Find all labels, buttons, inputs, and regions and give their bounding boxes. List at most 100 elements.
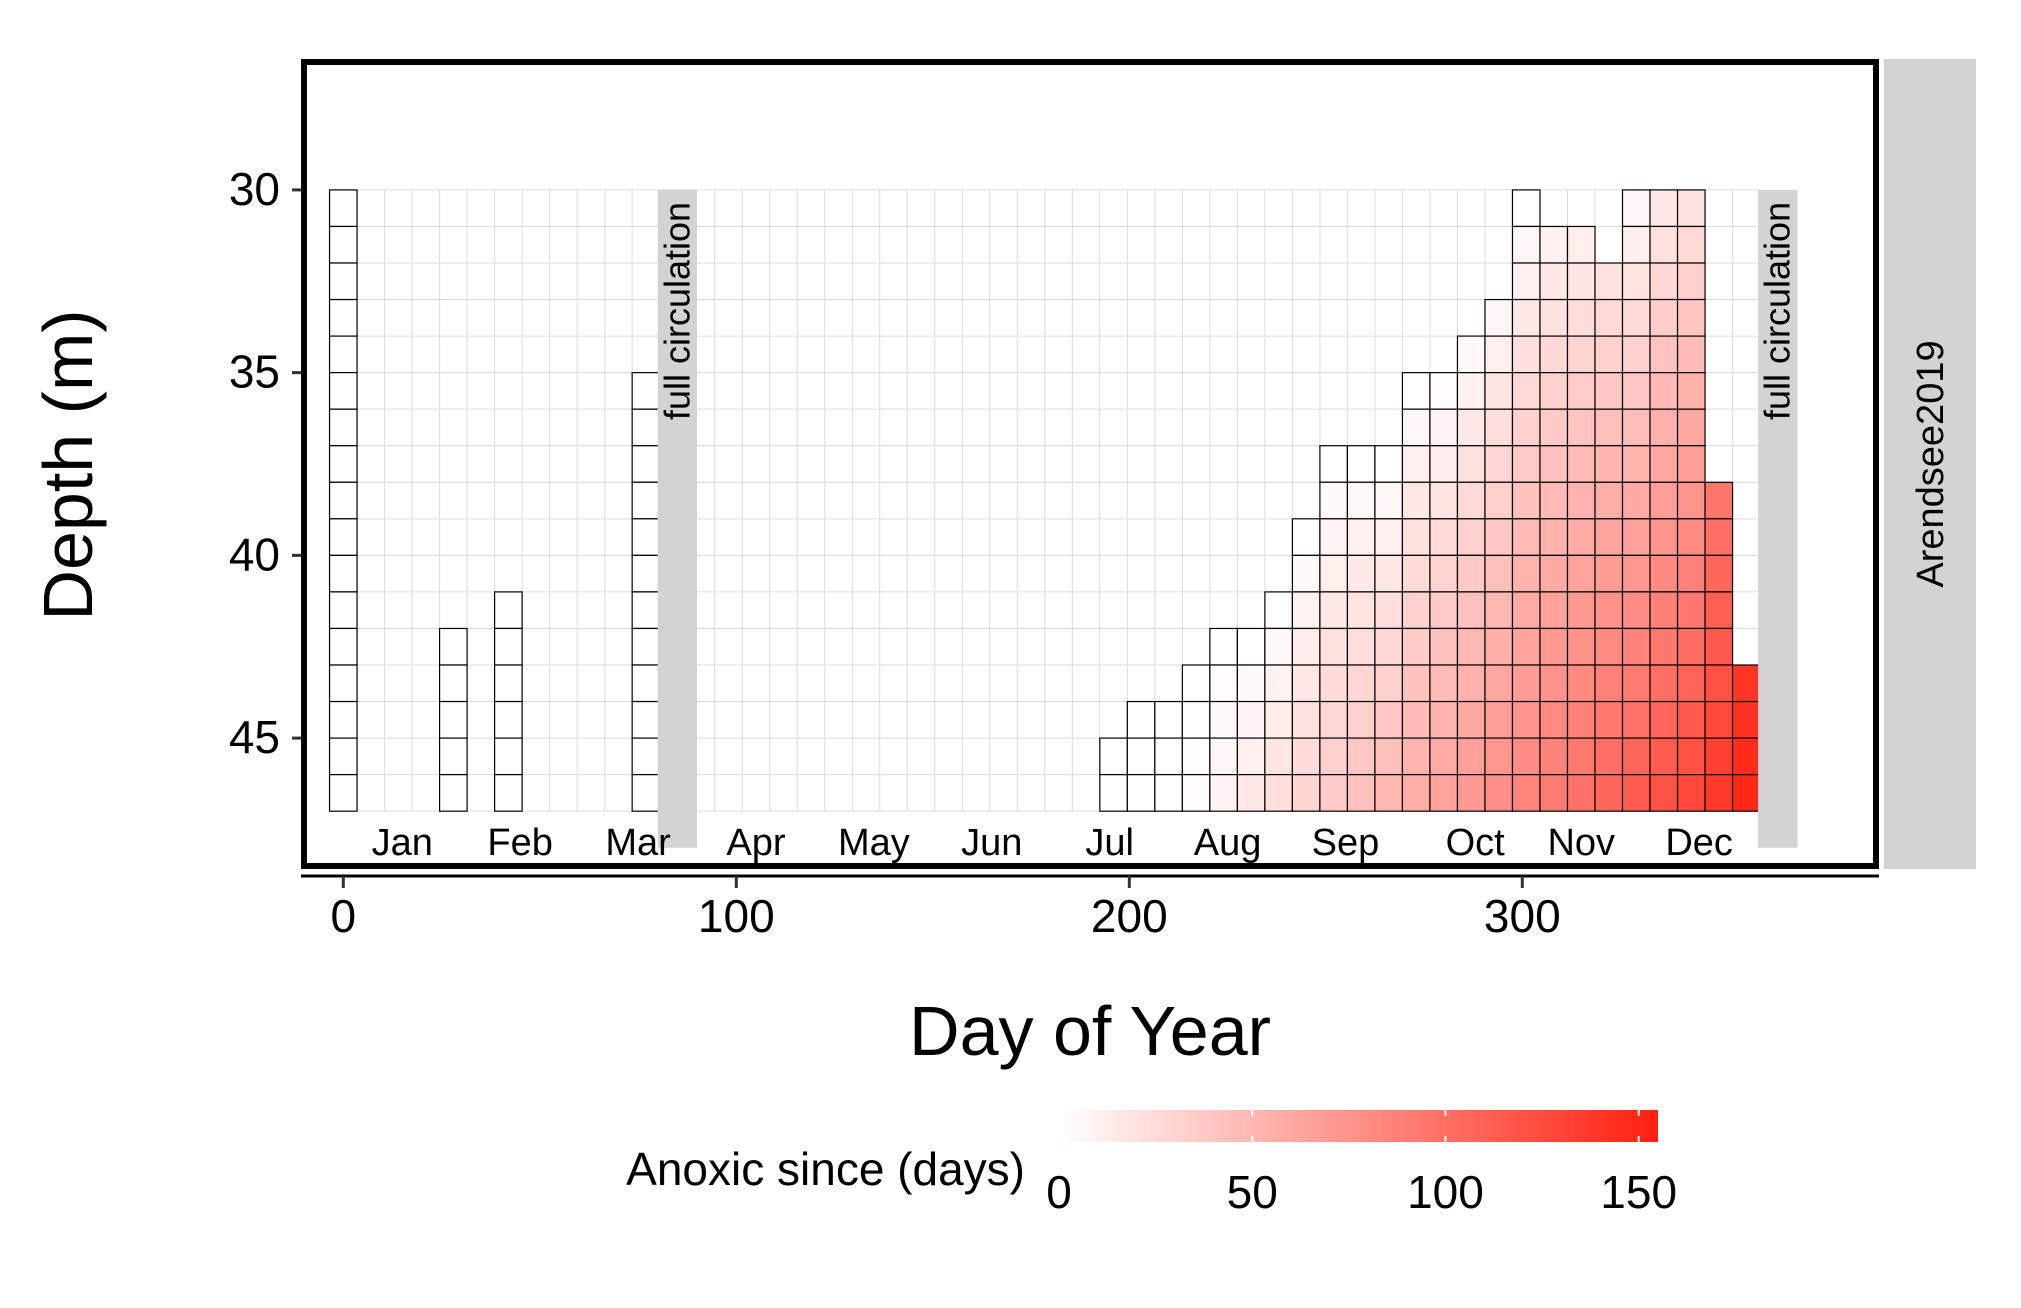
heatmap-cell — [1704, 554, 1734, 593]
heatmap-cell — [1649, 518, 1679, 556]
heatmap-cells — [328, 189, 1761, 812]
heatmap-cell — [1731, 737, 1761, 776]
heatmap-cell — [1429, 737, 1459, 776]
heatmap-cell — [1401, 445, 1431, 483]
heatmap-cell — [438, 737, 468, 776]
heatmap-cell — [1566, 335, 1596, 374]
color-legend: Anoxic since (days) 0 50 100 150 — [626, 1110, 1677, 1218]
month-label: May — [838, 822, 910, 864]
legend-title: Anoxic since (days) — [626, 1143, 1025, 1195]
heatmap-cell — [1676, 189, 1706, 228]
heatmap-cell — [1511, 189, 1541, 228]
circulation-band — [1758, 189, 1798, 848]
facet-label: Arendsee2019 — [1910, 340, 1952, 587]
heatmap-cell — [1484, 445, 1514, 483]
heatmap-cell — [1291, 591, 1321, 630]
legend-tick-label: 150 — [1600, 1166, 1677, 1218]
circulation-label: full circulation — [1757, 202, 1798, 420]
heatmap-cell — [1621, 627, 1651, 666]
heatmap-cell — [1319, 445, 1349, 483]
heatmap-cell — [1429, 408, 1459, 447]
heatmap-cell — [494, 700, 523, 739]
heatmap-cell — [1704, 700, 1734, 739]
heatmap-cell — [1374, 627, 1404, 666]
heatmap-cell — [1209, 737, 1238, 776]
heatmap-cell — [1621, 298, 1651, 337]
heatmap-cell — [631, 591, 661, 630]
heatmap-cell — [494, 737, 523, 776]
heatmap-cell — [1456, 664, 1486, 703]
heatmap-cell — [1566, 445, 1596, 483]
heatmap-cell — [1456, 372, 1486, 410]
heatmap-cell — [494, 591, 523, 630]
heatmap-cell — [1236, 737, 1266, 776]
heatmap-cell — [1704, 664, 1734, 703]
heatmap-cell — [328, 408, 358, 447]
heatmap-cell — [1401, 481, 1431, 520]
heatmap-cell — [1566, 372, 1596, 410]
heatmap-cell — [1566, 481, 1596, 520]
heatmap-cell — [1346, 554, 1376, 593]
heatmap-cell — [328, 591, 358, 630]
heatmap-cell — [1566, 700, 1596, 739]
heatmap-cell — [1346, 591, 1376, 630]
month-label: Sep — [1312, 822, 1380, 864]
y-tick-label: 45 — [229, 711, 280, 763]
heatmap-cell — [1621, 664, 1651, 703]
heatmap-cell — [1704, 774, 1734, 812]
heatmap-cell — [1264, 627, 1293, 666]
heatmap-cell — [1594, 298, 1624, 337]
heatmap-cell — [1319, 591, 1349, 630]
heatmap-cell — [1676, 445, 1706, 483]
heatmap-cell — [1374, 774, 1404, 812]
heatmap-cell — [494, 774, 523, 812]
heatmap-cell — [1704, 518, 1734, 556]
heatmap-cell — [494, 627, 523, 666]
month-label: Jun — [961, 822, 1022, 864]
heatmap-cell — [1676, 262, 1706, 301]
heatmap-cell — [1319, 774, 1349, 812]
panel-border — [301, 59, 1879, 869]
heatmap-cell — [1511, 372, 1541, 410]
heatmap-cell — [1099, 774, 1128, 812]
heatmap-cell — [1594, 627, 1624, 666]
heatmap-cell — [1676, 518, 1706, 556]
heatmap-cell — [438, 774, 468, 812]
heatmap-cell — [1566, 627, 1596, 666]
heatmap-cell — [1621, 408, 1651, 447]
heatmap-cell — [1566, 554, 1596, 593]
heatmap-cell — [1539, 591, 1569, 630]
heatmap-cell — [1594, 774, 1624, 812]
heatmap-cell — [1676, 372, 1706, 410]
x-axis: 0 100 200 300 — [301, 874, 1879, 942]
heatmap-cell — [1374, 700, 1404, 739]
heatmap-cell — [1209, 700, 1238, 739]
heatmap-cell — [1539, 445, 1569, 483]
heatmap-cell — [1346, 445, 1376, 483]
heatmap-cell — [1484, 700, 1514, 739]
heatmap-cell — [1429, 372, 1459, 410]
heatmap-cell — [1484, 481, 1514, 520]
heatmap-cell — [1154, 700, 1183, 739]
heatmap-cell — [631, 445, 661, 483]
heatmap-cell — [1511, 335, 1541, 374]
heatmap-cell — [1319, 627, 1349, 666]
heatmap-cell — [1484, 408, 1514, 447]
heatmap-cell — [1154, 737, 1183, 776]
heatmap-cell — [1649, 262, 1679, 301]
heatmap-cell — [1291, 737, 1321, 776]
x-tick-label: 200 — [1091, 890, 1168, 942]
heatmap-cell — [1594, 481, 1624, 520]
heatmap-cell — [328, 554, 358, 593]
month-label: Mar — [605, 822, 671, 864]
heatmap-cell — [1539, 372, 1569, 410]
heatmap-cell — [631, 664, 661, 703]
facet-strip: Arendsee2019 — [1884, 59, 1976, 869]
heatmap-cell — [328, 225, 358, 264]
heatmap-cell — [1704, 591, 1734, 630]
heatmap-cell — [1676, 774, 1706, 812]
month-label: Dec — [1665, 822, 1733, 864]
heatmap-cell — [631, 700, 661, 739]
heatmap-cell — [1456, 591, 1486, 630]
heatmap-cell — [1319, 518, 1349, 556]
